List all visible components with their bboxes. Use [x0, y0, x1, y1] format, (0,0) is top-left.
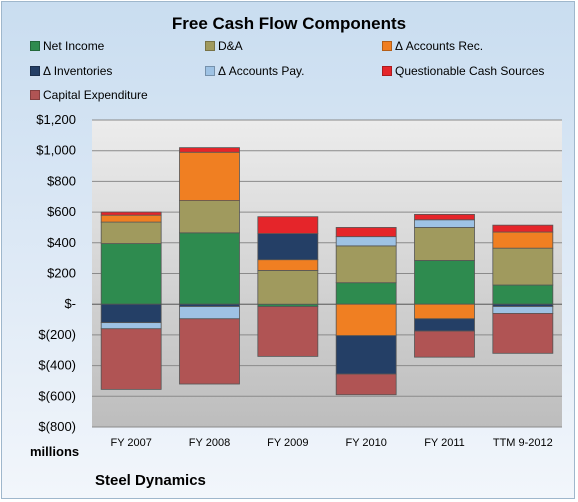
bar-inventories — [414, 318, 475, 332]
y-tick-label: $400 — [47, 235, 76, 250]
x-tick-label: FY 2010 — [345, 437, 386, 449]
bar-accounts-pay — [100, 322, 162, 330]
bar-inventories — [335, 335, 397, 375]
units-label: millions — [30, 444, 80, 459]
bar-capital-expenditure — [257, 306, 319, 357]
legend-item-net-income: Net Income — [30, 39, 104, 53]
bar-net-income — [335, 282, 397, 305]
bar-accounts-pay — [414, 219, 475, 228]
legend-swatch — [205, 41, 215, 51]
bar-capital-expenditure — [414, 330, 475, 358]
bar-inventories — [100, 303, 162, 324]
legend-label: Questionable Cash Sources — [395, 64, 545, 78]
y-tick-label: $- — [64, 296, 76, 311]
bar-questionable-cash-sources — [414, 214, 475, 221]
bar-capital-expenditure — [335, 373, 397, 396]
legend-label: Net Income — [43, 39, 105, 53]
y-tick-label: $(800) — [38, 419, 76, 434]
bar-accounts-rec — [414, 303, 475, 320]
legend-item-inventories: Δ Inventories — [30, 64, 112, 78]
legend-item-accounts-pay: Δ Accounts Pay. — [205, 64, 305, 78]
legend-swatch — [205, 66, 215, 76]
y-tick-label: $(200) — [38, 327, 76, 342]
y-tick-label: $600 — [47, 204, 76, 219]
legend-item-accounts-rec: Δ Accounts Rec. — [382, 39, 483, 53]
bar-inventories — [257, 233, 319, 261]
legend-swatch — [30, 66, 40, 76]
bar-accounts-rec — [257, 259, 319, 271]
bar-accounts-pay — [492, 306, 554, 314]
legend-label: Δ Inventories — [43, 64, 113, 78]
legend-swatch — [30, 41, 40, 51]
legend-label: D&A — [218, 39, 243, 53]
bar-accounts-rec — [179, 151, 240, 201]
bar-d-a — [414, 227, 475, 261]
bar-capital-expenditure — [100, 328, 162, 390]
bar-net-income — [414, 260, 475, 305]
bar-questionable-cash-sources — [335, 227, 397, 238]
x-tick-label: FY 2007 — [110, 437, 151, 449]
bar-net-income — [492, 284, 554, 305]
bar-accounts-rec — [100, 214, 162, 223]
y-tick-label: $800 — [47, 173, 76, 188]
legend-item-d-a: D&A — [205, 39, 243, 53]
x-tick-label: TTM 9-2012 — [493, 437, 553, 449]
chart-title: Free Cash Flow Components — [171, 14, 407, 33]
bar-net-income — [179, 232, 240, 305]
bar-d-a — [335, 245, 397, 284]
bar-capital-expenditure — [492, 313, 554, 354]
y-tick-label: $(400) — [38, 358, 76, 373]
y-tick-label: $1,200 — [36, 112, 76, 127]
legend-swatch — [382, 41, 392, 51]
x-tick-label: FY 2008 — [189, 437, 230, 449]
bar-questionable-cash-sources — [492, 224, 554, 233]
bar-d-a — [179, 200, 240, 234]
legend-label: Δ Accounts Rec. — [395, 39, 484, 53]
legend-item-capital-expenditure: Capital Expenditure — [30, 88, 148, 102]
legend-label: Capital Expenditure — [43, 88, 148, 102]
bar-accounts-rec — [335, 303, 397, 337]
y-tick-label: $1,000 — [36, 143, 76, 158]
legend-swatch — [382, 66, 392, 76]
y-tick-label: $200 — [47, 266, 76, 281]
bar-net-income — [100, 243, 162, 305]
bar-accounts-rec — [492, 231, 554, 249]
bar-d-a — [257, 270, 319, 305]
bar-questionable-cash-sources — [100, 211, 162, 216]
x-tick-label: FY 2011 — [424, 437, 465, 449]
legend-label: Δ Accounts Pay. — [218, 64, 305, 78]
bar-capital-expenditure — [179, 318, 240, 385]
legend-swatch — [30, 90, 40, 100]
y-tick-label: $(600) — [38, 388, 76, 403]
bar-questionable-cash-sources — [179, 147, 240, 153]
company-label: Steel Dynamics — [95, 472, 206, 489]
legend-item-questionable-cash-sources: Questionable Cash Sources — [382, 64, 544, 78]
bar-d-a — [100, 221, 162, 244]
bar-accounts-pay — [179, 306, 240, 320]
bar-accounts-pay — [335, 236, 397, 247]
x-tick-label: FY 2009 — [267, 437, 308, 449]
bar-d-a — [492, 247, 554, 286]
bar-questionable-cash-sources — [257, 216, 319, 234]
